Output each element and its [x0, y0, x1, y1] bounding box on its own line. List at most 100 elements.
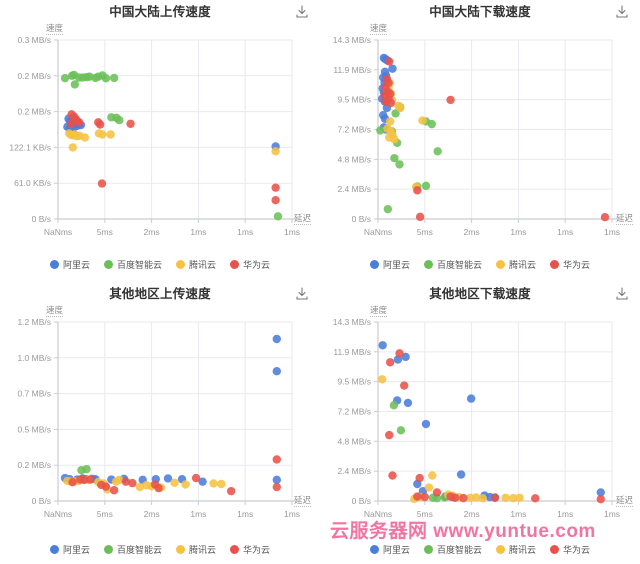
scatter-point[interactable] — [509, 493, 518, 503]
scatter-point[interactable] — [390, 153, 399, 163]
download-icon[interactable] — [614, 4, 630, 20]
scatter-point[interactable] — [115, 115, 124, 125]
scatter-point[interactable] — [378, 375, 387, 384]
scatter-point[interactable] — [97, 179, 107, 188]
scatter-point[interactable] — [101, 74, 111, 83]
scatter-point[interactable] — [421, 419, 431, 429]
scatter-point[interactable] — [163, 474, 173, 483]
scatter-point[interactable] — [70, 80, 80, 89]
legend-item-aliyun[interactable]: 阿里云 — [49, 258, 90, 271]
scatter-point[interactable] — [459, 493, 468, 503]
legend-item-huawei[interactable]: 华为云 — [230, 258, 270, 271]
scatter-point[interactable] — [396, 103, 405, 113]
scatter-point[interactable] — [109, 73, 119, 83]
scatter-point[interactable] — [272, 334, 281, 344]
scatter-point[interactable] — [395, 349, 404, 358]
legend-item-aliyun[interactable]: 阿里云 — [49, 543, 90, 556]
scatter-point[interactable] — [68, 478, 77, 487]
scatter-point[interactable] — [456, 470, 466, 479]
scatter-point[interactable] — [472, 493, 481, 502]
legend-item-tencent[interactable]: 腾讯云 — [496, 258, 536, 271]
scatter-point[interactable] — [427, 119, 437, 129]
scatter-point[interactable] — [271, 183, 280, 192]
scatter-point[interactable] — [420, 492, 429, 502]
download-icon[interactable] — [614, 286, 630, 302]
scatter-point[interactable] — [109, 486, 119, 495]
scatter-point[interactable] — [596, 495, 605, 504]
scatter-point[interactable] — [272, 455, 281, 464]
scatter-point[interactable] — [74, 118, 84, 127]
scatter-point[interactable] — [596, 488, 605, 497]
scatter-point[interactable] — [600, 213, 610, 222]
scatter-point[interactable] — [386, 98, 396, 108]
scatter-point[interactable] — [115, 475, 124, 485]
scatter-point[interactable] — [68, 143, 77, 152]
scatter-point[interactable] — [531, 494, 540, 503]
scatter-point[interactable] — [121, 477, 131, 486]
scatter-point[interactable] — [101, 482, 111, 491]
scatter-point[interactable] — [501, 493, 510, 502]
legend-item-huawei[interactable]: 华为云 — [550, 258, 590, 271]
scatter-point[interactable] — [418, 116, 427, 125]
scatter-point[interactable] — [428, 471, 437, 480]
scatter-point[interactable] — [388, 471, 397, 480]
scatter-point[interactable] — [385, 117, 395, 126]
scatter-point[interactable] — [181, 480, 190, 489]
scatter-point[interactable] — [413, 186, 422, 195]
scatter-point[interactable] — [515, 493, 524, 502]
scatter-point[interactable] — [403, 398, 413, 408]
scatter-point[interactable] — [82, 464, 91, 474]
legend-item-aliyun[interactable]: 阿里云 — [369, 258, 410, 271]
legend-item-tencent[interactable]: 腾讯云 — [176, 258, 216, 271]
scatter-point[interactable] — [385, 430, 394, 440]
scatter-point[interactable] — [424, 483, 434, 492]
scatter-point[interactable] — [421, 181, 431, 191]
legend-item-baidu[interactable]: 百度智能云 — [103, 258, 162, 271]
scatter-point[interactable] — [128, 478, 137, 488]
scatter-point[interactable] — [198, 477, 207, 486]
scatter-point[interactable] — [378, 341, 387, 350]
scatter-point[interactable] — [273, 212, 283, 221]
scatter-point[interactable] — [272, 475, 281, 485]
scatter-point[interactable] — [388, 64, 397, 73]
scatter-point[interactable] — [271, 196, 280, 205]
legend-item-tencent[interactable]: 腾讯云 — [176, 543, 216, 556]
legend-item-huawei[interactable]: 华为云 — [230, 543, 270, 556]
legend-item-baidu[interactable]: 百度智能云 — [423, 258, 482, 271]
legend-item-aliyun[interactable]: 阿里云 — [369, 543, 410, 556]
scatter-point[interactable] — [271, 147, 280, 156]
scatter-point[interactable] — [413, 492, 422, 501]
scatter-point[interactable] — [272, 482, 281, 492]
scatter-point[interactable] — [80, 133, 90, 142]
legend-item-baidu[interactable]: 百度智能云 — [103, 543, 162, 556]
scatter-point[interactable] — [446, 95, 455, 105]
scatter-point[interactable] — [390, 135, 399, 144]
scatter-point[interactable] — [383, 204, 393, 214]
scatter-point[interactable] — [490, 493, 500, 502]
scatter-point[interactable] — [209, 479, 218, 488]
scatter-point[interactable] — [170, 478, 179, 487]
scatter-point[interactable] — [385, 358, 395, 367]
scatter-point[interactable] — [400, 381, 409, 390]
scatter-point[interactable] — [217, 479, 226, 489]
scatter-point[interactable] — [191, 473, 201, 483]
scatter-point[interactable] — [395, 160, 404, 169]
scatter-point[interactable] — [376, 126, 385, 135]
scatter-point[interactable] — [226, 486, 236, 496]
scatter-point[interactable] — [415, 473, 424, 483]
legend-item-huawei[interactable]: 华为云 — [550, 543, 590, 556]
scatter-point[interactable] — [478, 494, 488, 503]
download-icon[interactable] — [294, 286, 310, 302]
scatter-point[interactable] — [126, 119, 135, 128]
scatter-point[interactable] — [389, 401, 399, 410]
scatter-point[interactable] — [154, 483, 163, 493]
scatter-point[interactable] — [80, 475, 89, 485]
scatter-point[interactable] — [466, 394, 476, 403]
scatter-point[interactable] — [106, 130, 115, 139]
scatter-point[interactable] — [66, 119, 76, 129]
scatter-point[interactable] — [432, 488, 442, 497]
scatter-point[interactable] — [135, 482, 145, 492]
scatter-point[interactable] — [385, 57, 394, 66]
scatter-point[interactable] — [415, 212, 425, 222]
scatter-point[interactable] — [95, 120, 105, 129]
